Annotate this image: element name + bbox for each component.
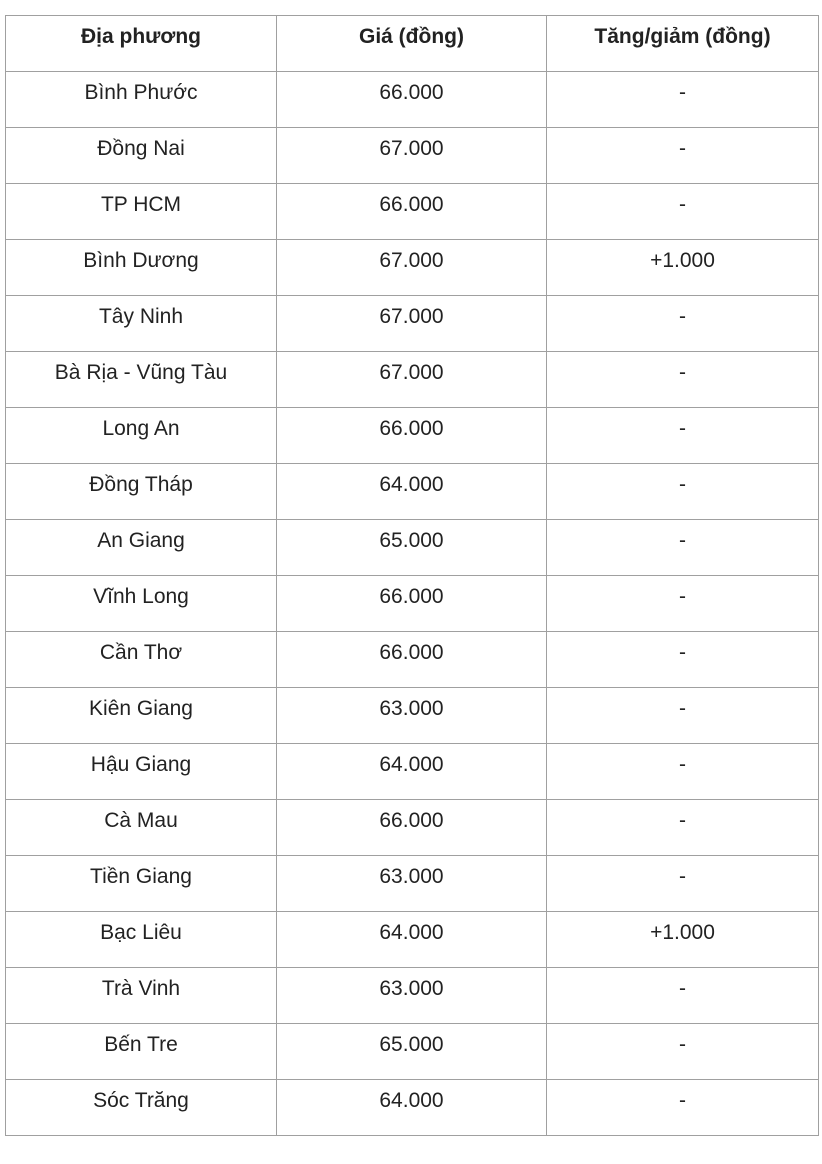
cell-price: 64.000 — [276, 743, 547, 800]
cell-change: - — [546, 183, 819, 240]
cell-price: 67.000 — [276, 127, 547, 184]
cell-price: 66.000 — [276, 631, 547, 688]
cell-price: 65.000 — [276, 1023, 547, 1080]
table-row: Bạc Liêu 64.000 +1.000 — [5, 911, 819, 968]
cell-change: - — [546, 855, 819, 912]
cell-change: - — [546, 967, 819, 1024]
table-row: Bà Rịa - Vũng Tàu 67.000- — [5, 351, 819, 408]
cell-change: - — [546, 575, 819, 632]
cell-region: Sóc Trăng — [5, 1079, 277, 1136]
cell-price: 64.000 — [276, 911, 547, 968]
table-row: Cần Thơ 66.000- — [5, 631, 819, 688]
table-row: Long An 66.000- — [5, 407, 819, 464]
header-price: Giá (đồng) — [276, 15, 547, 72]
table-row: Hậu Giang 64.000- — [5, 743, 819, 800]
cell-region: Long An — [5, 407, 277, 464]
cell-region: An Giang — [5, 519, 277, 576]
cell-region: Cà Mau — [5, 799, 277, 856]
cell-region: Bình Phước — [5, 71, 277, 128]
table-row: Sóc Trăng 64.000- — [5, 1079, 819, 1136]
cell-price: 67.000 — [276, 239, 547, 296]
cell-region: Tiền Giang — [5, 855, 277, 912]
cell-price: 67.000 — [276, 351, 547, 408]
table-row: An Giang 65.000- — [5, 519, 819, 576]
cell-change: +1.000 — [546, 239, 819, 296]
cell-change: - — [546, 799, 819, 856]
cell-price: 64.000 — [276, 463, 547, 520]
cell-region: Bạc Liêu — [5, 911, 277, 968]
table-row: Bình Dương 67.000 +1.000 — [5, 239, 819, 296]
cell-price: 65.000 — [276, 519, 547, 576]
cell-price: 66.000 — [276, 799, 547, 856]
table-row: Đồng Tháp 64.000- — [5, 463, 819, 520]
cell-change: - — [546, 1079, 819, 1136]
table-row: Trà Vinh 63.000- — [5, 967, 819, 1024]
cell-price: 67.000 — [276, 295, 547, 352]
cell-change: - — [546, 631, 819, 688]
price-table: Địa phương Giá (đồng) Tăng/giảm (đồng) B… — [5, 15, 819, 1136]
cell-change: - — [546, 351, 819, 408]
cell-change: - — [546, 127, 819, 184]
cell-change: - — [546, 295, 819, 352]
cell-change: - — [546, 743, 819, 800]
cell-region: Đồng Nai — [5, 127, 277, 184]
table-row: Vĩnh Long 66.000- — [5, 575, 819, 632]
table-row: Tây Ninh 67.000- — [5, 295, 819, 352]
table-row: Tiền Giang 63.000- — [5, 855, 819, 912]
cell-region: Trà Vinh — [5, 967, 277, 1024]
cell-price: 63.000 — [276, 855, 547, 912]
cell-price: 66.000 — [276, 575, 547, 632]
cell-change: - — [546, 407, 819, 464]
cell-price: 66.000 — [276, 71, 547, 128]
cell-price: 66.000 — [276, 183, 547, 240]
table-row: Đồng Nai 67.000- — [5, 127, 819, 184]
cell-region: Tây Ninh — [5, 295, 277, 352]
header-region: Địa phương — [5, 15, 277, 72]
table-row: Cà Mau 66.000- — [5, 799, 819, 856]
cell-price: 63.000 — [276, 967, 547, 1024]
cell-region: Vĩnh Long — [5, 575, 277, 632]
cell-price: 66.000 — [276, 407, 547, 464]
cell-price: 64.000 — [276, 1079, 547, 1136]
cell-change: - — [546, 463, 819, 520]
cell-region: TP HCM — [5, 183, 277, 240]
cell-change: - — [546, 519, 819, 576]
cell-region: Bà Rịa - Vũng Tàu — [5, 351, 277, 408]
header-row: Địa phương Giá (đồng) Tăng/giảm (đồng) — [5, 15, 819, 72]
cell-region: Cần Thơ — [5, 631, 277, 688]
table-row: Kiên Giang 63.000- — [5, 687, 819, 744]
table-row: TP HCM 66.000- — [5, 183, 819, 240]
cell-change: - — [546, 687, 819, 744]
header-change: Tăng/giảm (đồng) — [546, 15, 819, 72]
cell-region: Bến Tre — [5, 1023, 277, 1080]
table-row: Bến Tre 65.000- — [5, 1023, 819, 1080]
cell-change: - — [546, 1023, 819, 1080]
cell-change: +1.000 — [546, 911, 819, 968]
cell-region: Đồng Tháp — [5, 463, 277, 520]
cell-region: Hậu Giang — [5, 743, 277, 800]
cell-region: Kiên Giang — [5, 687, 277, 744]
cell-region: Bình Dương — [5, 239, 277, 296]
cell-change: - — [546, 71, 819, 128]
table-row: Bình Phước 66.000- — [5, 71, 819, 128]
cell-price: 63.000 — [276, 687, 547, 744]
